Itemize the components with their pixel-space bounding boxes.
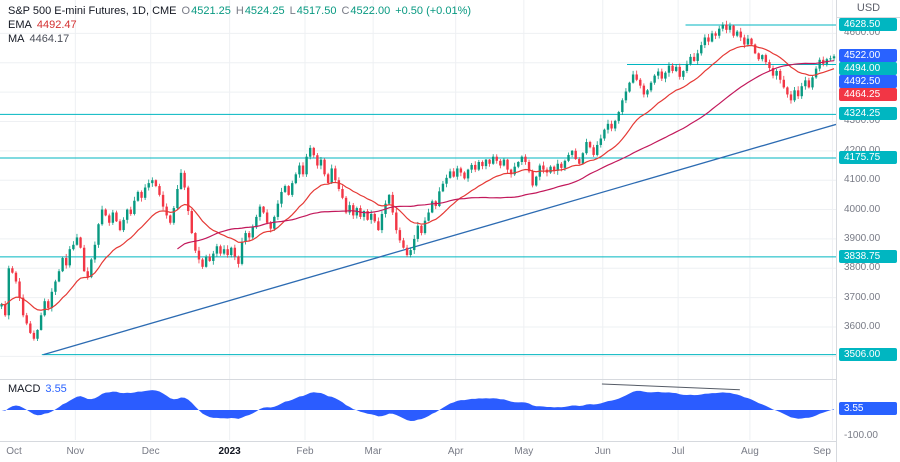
- time-axis-label: Jun: [594, 446, 611, 457]
- price-badge: 4175.75: [839, 150, 897, 164]
- price-axis-label: 4000.00: [844, 203, 881, 215]
- ema-label: EMA: [8, 19, 32, 31]
- change-value: +0.50 (+0.01%): [395, 5, 472, 17]
- close-value: 4522.00: [350, 5, 391, 17]
- ma-legend-row[interactable]: MA 4464.17: [8, 33, 471, 46]
- price-axis-label: 4600.00: [844, 27, 881, 39]
- open-value: 4521.25: [191, 5, 231, 17]
- price-axis-label: 3700.00: [844, 291, 881, 303]
- macd-label: MACD: [8, 383, 41, 395]
- support-resistance-lines: [0, 24, 836, 356]
- time-axis-label: Oct: [6, 446, 22, 457]
- low-value: 4517.50: [296, 5, 337, 17]
- price-badge: 4464.25: [839, 88, 897, 102]
- grid-lines: [0, 0, 836, 440]
- symbol-ohlc-row[interactable]: S&P 500 E-mini Futures, 1D, CME O4521.25 H…: [8, 5, 471, 18]
- time-axis-label: Jul: [671, 446, 685, 457]
- macd-axis-label: -100.00: [844, 430, 878, 441]
- price-badge: 4522.00: [839, 49, 897, 63]
- price-badge: 3506.00: [839, 347, 897, 361]
- price-axis[interactable]: USD 4600.00 4300.00 4200.00 4100.00 4000.00 3…: [836, 0, 900, 462]
- open-label: O: [181, 5, 191, 17]
- time-axis-label: 2023: [218, 446, 241, 457]
- macd-value: 3.55: [45, 383, 67, 395]
- time-axis-label: Sep: [813, 446, 831, 457]
- macd-value-badge: 3.55: [839, 402, 897, 416]
- macd-legend-row[interactable]: MACD 3.55: [8, 383, 67, 395]
- time-axis-separator[interactable]: [0, 441, 900, 442]
- macd-trend-line: [601, 383, 740, 391]
- time-axis-label: Feb: [296, 446, 314, 457]
- price-chart-canvas[interactable]: [0, 0, 836, 462]
- ema-legend-row[interactable]: EMA 4492.47: [8, 19, 471, 32]
- close-label: C: [341, 5, 350, 17]
- ma-value: 4464.17: [29, 33, 70, 45]
- macd-area: [1, 390, 835, 422]
- candles: [0, 20, 836, 341]
- price-axis-label: 4100.00: [844, 174, 881, 186]
- price-badge: 4492.50: [839, 75, 897, 89]
- time-axis-label: May: [514, 446, 534, 457]
- time-axis-label: Nov: [66, 446, 85, 457]
- currency-label: USD: [837, 0, 900, 18]
- low-label: L: [289, 5, 296, 17]
- symbol-legend: S&P 500 E-mini Futures, 1D, CME O4521.25 H…: [8, 5, 471, 47]
- ma-line: [177, 60, 835, 250]
- time-axis-label: Aug: [740, 446, 759, 457]
- high-value: 4524.25: [244, 5, 285, 17]
- price-axis-label: 4300.00: [844, 115, 881, 127]
- trend-line: [43, 123, 836, 356]
- ema-line: [1, 44, 835, 311]
- price-axis-label: 4200.00: [844, 145, 880, 156]
- ema-value: 4492.47: [36, 19, 77, 31]
- time-axis-label: Apr: [447, 446, 464, 457]
- time-axis-label: Mar: [364, 446, 382, 457]
- price-badge: 4324.25: [839, 107, 897, 121]
- ma-label: MA: [8, 33, 25, 45]
- price-badge: 4628.50: [839, 17, 897, 31]
- price-axis-label: 3600.00: [844, 321, 881, 333]
- price-axis-label: 3800.00: [844, 262, 881, 274]
- panel-separator[interactable]: [0, 379, 900, 380]
- high-label: H: [235, 5, 244, 17]
- price-axis-label: 3900.00: [844, 232, 881, 244]
- price-badge: 4494.00: [839, 62, 897, 76]
- time-axis-label: Dec: [141, 446, 160, 457]
- price-badge: 3838.75: [839, 249, 897, 263]
- symbol-title[interactable]: S&P 500 E-mini Futures, 1D, CME: [8, 5, 177, 17]
